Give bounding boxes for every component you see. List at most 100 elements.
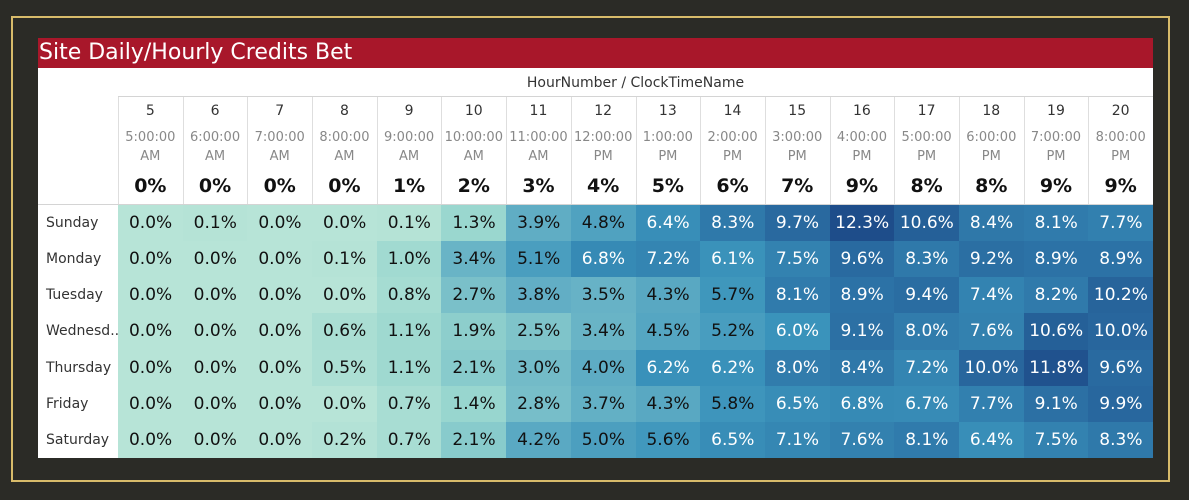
heatmap-cell: 0.0% (182, 277, 248, 314)
heatmap-cell: 1.0% (376, 241, 442, 278)
header-divider (441, 96, 442, 205)
heatmap-cell: 0.7% (376, 385, 442, 423)
heatmap-cell: 5.6% (635, 421, 701, 458)
header-divider (571, 96, 572, 205)
heatmap-cell: 0.0% (182, 349, 248, 387)
clock-time-ampm: AM (399, 149, 420, 164)
clock-time: 8:00:00 PM (1088, 128, 1153, 166)
row-label: Sunday (46, 215, 99, 231)
clock-time-ampm: AM (334, 149, 355, 164)
hour-number: 9 (404, 103, 414, 119)
column-total: 1% (392, 175, 426, 197)
chart-title: Site Daily/Hourly Credits Bet (39, 40, 353, 65)
header-divider (894, 96, 895, 205)
row-label: Monday (46, 251, 102, 268)
column-total: 0% (263, 175, 296, 197)
clock-time-ampm: PM (658, 149, 678, 164)
column-total: 0% (134, 175, 167, 197)
heatmap-cell: 6.5% (764, 385, 831, 423)
heatmap-cell: 0.0% (118, 313, 184, 351)
hour-number: 10 (464, 103, 483, 119)
heatmap-cell: 0.0% (182, 385, 248, 423)
clock-time-value: 1:00:00 (642, 130, 693, 145)
clock-time-ampm: PM (852, 149, 872, 164)
heatmap-cell: 8.4% (958, 205, 1025, 242)
heatmap-cell: 10.2% (1088, 277, 1153, 314)
heatmap-cell: 7.5% (764, 241, 831, 278)
heatmap-cell: 10.6% (1023, 313, 1089, 351)
clock-time: 6:00:00 AM (183, 128, 248, 166)
header-separator (38, 204, 1153, 205)
heatmap-cell: 9.6% (829, 241, 895, 278)
heatmap-cell: 0.0% (312, 277, 378, 314)
hour-number: 17 (917, 103, 936, 119)
heatmap-cell: 3.4% (441, 241, 507, 278)
heatmap-cell: 0.0% (247, 313, 313, 351)
hour-number: 20 (1111, 103, 1130, 119)
clock-time-ampm: AM (140, 149, 161, 164)
header-divider (183, 96, 184, 205)
column-total: 3% (522, 175, 555, 197)
heatmap-cell: 7.6% (958, 313, 1025, 351)
heatmap-cell: 9.7% (764, 205, 831, 242)
column-total: 9% (1104, 175, 1137, 197)
clock-time-value: 5:00:00 (901, 130, 952, 145)
heatmap-cell: 2.7% (441, 277, 507, 314)
heatmap-cell: 7.2% (894, 349, 960, 387)
heatmap-cell: 3.4% (570, 313, 636, 351)
heatmap-cell: 7.6% (829, 421, 895, 458)
header-divider (636, 96, 637, 205)
heatmap-cell: 7.5% (1023, 421, 1089, 458)
heatmap-cell: 8.4% (829, 349, 895, 387)
clock-time-value: 6:00:00 (966, 130, 1017, 145)
heatmap-cell: 4.2% (506, 421, 572, 458)
heatmap-cell: 8.0% (764, 349, 831, 387)
heatmap-cell: 5.8% (700, 385, 766, 423)
heatmap-cell: 1.4% (441, 385, 507, 423)
column-axis-title: HourNumber / ClockTimeName (526, 75, 745, 91)
header-divider (765, 96, 766, 205)
heatmap-cell: 0.2% (312, 421, 378, 458)
heatmap-cell: 9.9% (1088, 385, 1153, 423)
column-total: 0% (198, 175, 232, 197)
clock-time-ampm: PM (1046, 149, 1066, 164)
heatmap-cell: 9.6% (1088, 349, 1153, 387)
clock-time-ampm: AM (269, 149, 290, 164)
clock-time: 3:00:00 PM (765, 128, 830, 166)
heatmap-cell: 0.0% (182, 421, 248, 458)
column-total: 9% (1039, 175, 1073, 197)
heatmap-cell: 4.3% (635, 385, 701, 423)
clock-time-value: 11:00:00 (509, 130, 568, 145)
header-divider (312, 96, 313, 205)
column-total: 8% (975, 175, 1008, 197)
heatmap-cell: 4.5% (635, 313, 701, 351)
clock-time: 5:00:00 AM (118, 128, 183, 166)
column-total: 6% (716, 175, 749, 197)
clock-time-value: 4:00:00 (836, 130, 887, 145)
clock-time: 5:00:00 PM (894, 128, 959, 166)
heatmap-cell: 8.1% (894, 421, 960, 458)
column-total: 2% (457, 175, 490, 197)
heatmap-cell: 8.9% (1023, 241, 1089, 278)
heatmap-cell: 9.1% (829, 313, 895, 351)
clock-time-ampm: PM (981, 149, 1001, 164)
heatmap-cell: 11.8% (1023, 349, 1089, 387)
heatmap-cell: 3.7% (570, 385, 636, 423)
heatmap-cell: 3.8% (506, 277, 572, 314)
heatmap-cell: 0.0% (182, 313, 248, 351)
column-total: 5% (651, 175, 684, 197)
header-divider (1024, 96, 1025, 205)
hour-number: 18 (982, 103, 1001, 119)
heatmap-cell: 0.7% (376, 421, 442, 458)
header-divider (506, 96, 507, 205)
hour-number: 6 (210, 103, 220, 119)
heatmap-cell: 6.7% (894, 385, 960, 423)
column-total: 4% (587, 175, 620, 197)
heatmap-cell: 6.5% (700, 421, 766, 458)
column-total: 7% (781, 175, 814, 197)
column-total: 0% (328, 175, 361, 197)
heatmap-cell: 10.0% (1088, 313, 1153, 351)
heatmap-cell: 0.0% (247, 385, 313, 423)
heatmap-cell: 8.2% (1023, 277, 1089, 314)
clock-time-value: 3:00:00 (772, 130, 823, 145)
